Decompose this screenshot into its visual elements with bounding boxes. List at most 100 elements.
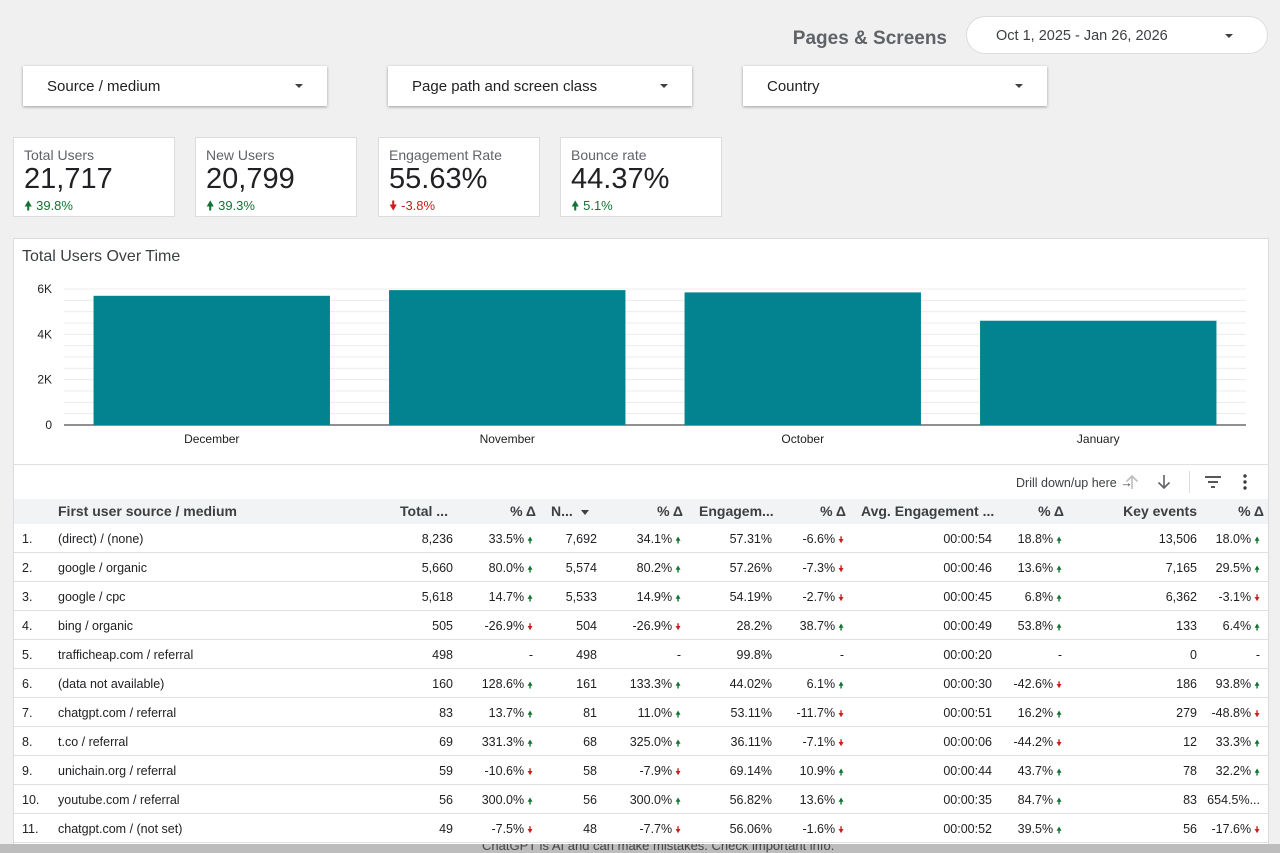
column-header-source[interactable]: First user source / medium	[58, 503, 237, 519]
row-new-users-delta: -7.7% 🠟	[604, 822, 681, 839]
y-tick-label: 6K	[37, 282, 52, 296]
toolbar-divider	[1189, 471, 1190, 493]
row-number: 2.	[22, 561, 52, 575]
row-engagement-rate-text: 57.26%	[729, 561, 772, 575]
arrow-down-icon: 🠟	[675, 622, 681, 632]
arrow-up-icon: 🠝	[675, 796, 681, 806]
row-number-text: 5.	[22, 648, 33, 662]
row-new-users-text: 58	[583, 764, 597, 778]
filter-label: Source / medium	[47, 78, 161, 95]
scorecard-value: 21,717	[24, 163, 113, 195]
row-key-events-delta-text: 32.2%	[1215, 764, 1252, 778]
arrow-up-icon: 🠝	[675, 709, 681, 719]
row-number-text: 6.	[22, 677, 33, 691]
row-new-users: 161	[544, 677, 597, 691]
row-new-users-delta: -7.9% 🠟	[604, 764, 681, 781]
row-new-users: 5,574	[544, 561, 597, 575]
column-header-total-users[interactable]: Total ...	[400, 503, 448, 519]
table-header-row: First user source / medium Total ... % Δ…	[14, 499, 1268, 524]
filter-country[interactable]: Country	[743, 66, 1047, 106]
row-engagement-rate: 56.06%	[694, 822, 772, 836]
arrow-up-icon: 🠝	[1254, 622, 1260, 632]
footer-hint: ChatGPT is AI and can make mistakes. Che…	[482, 844, 835, 853]
table-row[interactable]: 8. t.co / referral 69 331.3% 🠝 68 325.0% 🠝 36.11…	[14, 727, 1268, 756]
row-new-users-delta: 325.0% 🠝	[604, 735, 681, 752]
row-key-events: 279	[1104, 706, 1197, 720]
scorecard-value: 55.63%	[389, 163, 488, 195]
arrow-up-icon[interactable]	[1121, 471, 1143, 493]
table-row[interactable]: 10. youtube.com / referral 56 300.0% 🠝 56 300.…	[14, 785, 1268, 814]
row-total-users-delta-text: -7.5%	[491, 822, 525, 836]
row-key-events-delta: 29.5% 🠝	[1204, 561, 1260, 578]
row-avg-engagement-delta-text: 84.7%	[1017, 793, 1054, 807]
row-engagement-rate: 28.2%	[694, 619, 772, 633]
scorecard-value: 20,799	[206, 163, 295, 195]
row-avg-engagement-delta: 84.7% 🠝	[999, 793, 1062, 810]
row-key-events: 186	[1104, 677, 1197, 691]
row-avg-engagement-delta-text: 13.6%	[1017, 561, 1054, 575]
column-header-engagement-rate-delta[interactable]: % Δ	[820, 503, 846, 519]
row-key-events-delta: 18.0% 🠝	[1204, 532, 1260, 549]
filter-page-path[interactable]: Page path and screen class	[388, 66, 692, 106]
table-row[interactable]: 5. trafficheap.com / referral 498 - 498 - 99.8…	[14, 640, 1268, 669]
table-row[interactable]: 11. chatgpt.com / (not set) 49 -7.5% 🠟 48 -7.7…	[14, 814, 1268, 843]
arrow-down-icon: 🠟	[1254, 709, 1260, 719]
table-row[interactable]: 6. (data not available) 160 128.6% 🠝 161 133.3…	[14, 669, 1268, 698]
row-new-users-delta-text: -7.7%	[639, 822, 673, 836]
row-new-users-text: 7,692	[565, 532, 597, 546]
table-row[interactable]: 1. (direct) / (none) 8,236 33.5% 🠝 7,692 34.1%…	[14, 524, 1268, 553]
more-vert-icon[interactable]	[1234, 471, 1256, 493]
row-source-medium-text: trafficheap.com / referral	[58, 648, 194, 662]
table-row[interactable]: 4. bing / organic 505 -26.9% 🠟 504 -26.9% 🠟 28.2…	[14, 611, 1268, 640]
row-engagement-rate-delta-text: -	[839, 648, 844, 662]
chevron-down-icon	[1225, 34, 1233, 38]
row-total-users-text: 56	[439, 793, 453, 807]
table-row[interactable]: 9. unichain.org / referral 59 -10.6% 🠟 58 -7.9…	[14, 756, 1268, 785]
column-header-key-events[interactable]: Key events	[1123, 503, 1197, 519]
row-total-users-delta-text: 300.0%	[481, 793, 525, 807]
row-key-events-text: 6,362	[1165, 590, 1197, 604]
table-row[interactable]: 3. google / cpc 5,618 14.7% 🠝 5,533 14.9% 🠝 54.1…	[14, 582, 1268, 611]
y-tick-label: 0	[45, 418, 52, 432]
column-header-total-users-delta[interactable]: % Δ	[510, 503, 536, 519]
row-avg-engagement-delta-text: 16.2%	[1017, 706, 1054, 720]
arrow-down-icon[interactable]	[1153, 471, 1175, 493]
row-new-users-delta: -26.9% 🠟	[604, 619, 681, 636]
row-source-medium-text: google / organic	[58, 561, 147, 575]
arrow-up-icon: 🠝	[1056, 564, 1062, 574]
row-avg-engagement: 00:00:51	[894, 706, 992, 720]
table-row[interactable]: 2. google / organic 5,660 80.0% 🠝 5,574 80.2% 🠝…	[14, 553, 1268, 582]
row-avg-engagement-text: 00:00:54	[943, 532, 992, 546]
filter-icon[interactable]	[1202, 471, 1224, 493]
date-range-picker[interactable]: Oct 1, 2025 - Jan 26, 2026	[966, 16, 1268, 54]
scorecard-delta: 🠝 5.1%	[571, 197, 613, 219]
table-row[interactable]: 7. chatgpt.com / referral 83 13.7% 🠝 81 11.0% 🠝…	[14, 698, 1268, 727]
row-key-events: 6,362	[1104, 590, 1197, 604]
row-engagement-rate-delta: 38.7% 🠝	[779, 619, 844, 636]
row-total-users-text: 83	[439, 706, 453, 720]
column-header-engagement-rate[interactable]: Engagem...	[699, 503, 774, 519]
filter-label: Country	[767, 78, 820, 95]
row-total-users-delta: 300.0% 🠝	[459, 793, 533, 810]
column-header-new-users[interactable]: N...	[551, 503, 607, 519]
column-header-new-users-label: N...	[551, 503, 573, 519]
column-header-avg-engagement-delta[interactable]: % Δ	[1038, 503, 1064, 519]
row-number-text: 9.	[22, 764, 33, 778]
row-key-events-text: 0	[1190, 648, 1197, 662]
row-total-users-delta-text: -10.6%	[484, 764, 525, 778]
row-total-users-delta: -26.9% 🠟	[459, 619, 533, 636]
filter-source-medium[interactable]: Source / medium	[23, 66, 327, 106]
arrow-up-icon: 🠝	[206, 198, 215, 213]
arrow-down-icon: 🠟	[838, 564, 844, 574]
row-avg-engagement-delta: 18.8% 🠝	[999, 532, 1062, 549]
scorecard-label: Total Users	[24, 147, 95, 163]
row-avg-engagement-text: 00:00:06	[943, 735, 992, 749]
column-header-key-events-delta[interactable]: % Δ	[1238, 503, 1264, 519]
page-title: Pages & Screens	[792, 28, 947, 49]
column-header-new-users-delta[interactable]: % Δ	[657, 503, 683, 519]
scorecard-label: Engagement Rate	[389, 147, 502, 163]
row-engagement-rate-delta-text: 38.7%	[799, 619, 836, 633]
row-total-users-delta: -10.6% 🠟	[459, 764, 533, 781]
row-source-medium: (direct) / (none)	[58, 532, 378, 546]
column-header-avg-engagement[interactable]: Avg. Engagement ...	[861, 503, 995, 519]
